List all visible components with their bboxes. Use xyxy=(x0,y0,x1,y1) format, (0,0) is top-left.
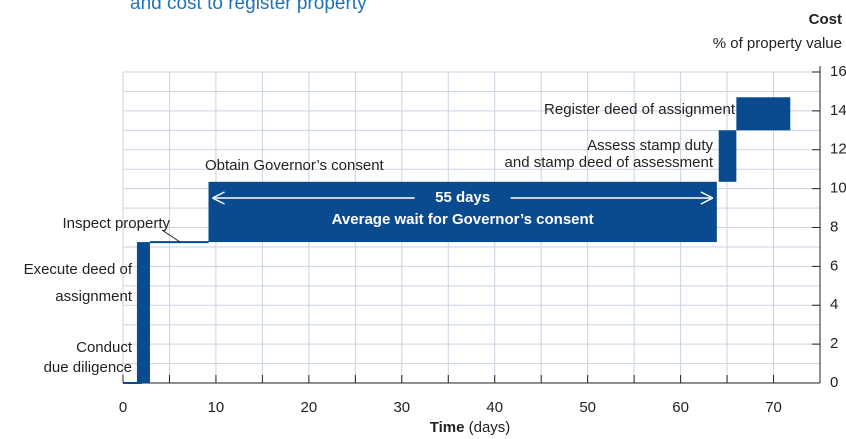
x-tick-label: 50 xyxy=(579,399,596,416)
x-tick-label: 40 xyxy=(486,399,503,416)
y-tick-label: 8 xyxy=(830,218,838,235)
arrow-head xyxy=(700,191,714,205)
y-tick-label: 2 xyxy=(830,335,838,352)
step-label: Execute deed of assignment xyxy=(24,261,133,305)
annotation: 55 days xyxy=(435,189,490,206)
y-axis-label: Cost xyxy=(809,11,842,28)
x-axis-label: Time xyxy=(430,419,465,436)
step-label-line: Execute deed of xyxy=(24,261,133,278)
y-axis-unit: % of property value xyxy=(713,35,842,52)
y-tick-label: 0 xyxy=(830,374,838,391)
chart-title: and cost to register property xyxy=(130,0,367,14)
step-bar xyxy=(718,130,737,182)
step-label-line: Register deed of assignment xyxy=(544,101,736,118)
step-bar xyxy=(136,242,150,383)
step-label: Assess stamp duty and stamp deed of asses… xyxy=(505,137,714,171)
step-label-line: assignment xyxy=(55,288,133,305)
step-label-line: Obtain Governor’s consent xyxy=(205,157,385,174)
y-tick-label: 14 xyxy=(830,102,846,119)
x-axis-unit: (days) xyxy=(469,419,511,436)
step-label: Obtain Governor’s consent xyxy=(205,157,385,174)
y-tick-label: 16 xyxy=(830,63,846,80)
step-label-line: Assess stamp duty xyxy=(587,137,713,154)
annotation: Average wait for Governor’s consent xyxy=(332,211,594,228)
x-tick-label: 70 xyxy=(765,399,782,416)
step-bar xyxy=(736,97,791,131)
y-tick-label: 4 xyxy=(830,296,838,313)
x-axis-title: Time (days) xyxy=(430,419,511,436)
step-label: Conduct due diligence xyxy=(44,339,133,376)
x-tick-label: 20 xyxy=(301,399,318,416)
step-label-line: and stamp deed of assessment xyxy=(505,154,714,171)
step-label-line: due diligence xyxy=(44,359,132,376)
y-tick-label: 6 xyxy=(830,257,838,274)
x-tick-label: 0 xyxy=(119,399,127,416)
leader-line xyxy=(161,229,181,243)
y-tick-label: 10 xyxy=(830,180,846,197)
step-label: Inspect property xyxy=(62,215,170,232)
step-label-line: Inspect property xyxy=(62,215,170,232)
step-label: Register deed of assignment xyxy=(544,101,736,118)
step-label-line: Conduct xyxy=(76,339,133,356)
x-tick-label: 60 xyxy=(672,399,689,416)
arrow-head xyxy=(212,191,225,205)
x-tick-label: 30 xyxy=(393,399,410,416)
step-bar xyxy=(208,181,717,243)
x-tick-label: 10 xyxy=(208,399,225,416)
y-tick-label: 12 xyxy=(830,141,846,158)
